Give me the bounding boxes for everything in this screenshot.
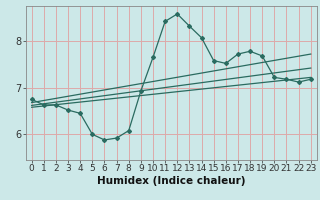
X-axis label: Humidex (Indice chaleur): Humidex (Indice chaleur) xyxy=(97,176,245,186)
